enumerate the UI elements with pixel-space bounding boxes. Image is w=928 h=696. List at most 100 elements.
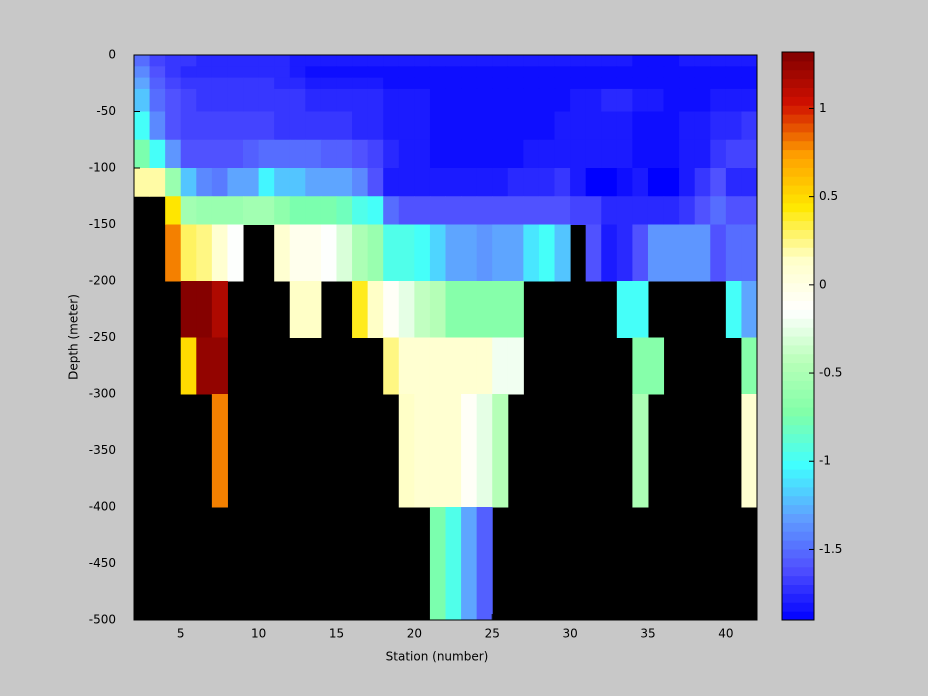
cell [445, 77, 462, 90]
cell [134, 139, 151, 169]
cell [134, 111, 151, 141]
cell [227, 66, 244, 79]
cell [492, 196, 509, 225]
cell [180, 88, 197, 112]
cell [180, 196, 197, 225]
cell [336, 139, 353, 169]
cell [741, 224, 758, 282]
y-tick-label: -500 [89, 613, 116, 627]
cell [601, 88, 618, 112]
cell [398, 88, 415, 112]
cell [352, 55, 369, 67]
cell [445, 55, 462, 67]
cell [492, 88, 509, 112]
cell [461, 88, 478, 112]
colorbar-segment [782, 522, 814, 532]
cell [336, 196, 353, 225]
cell [694, 196, 711, 225]
cell [398, 139, 415, 169]
cell [336, 55, 353, 67]
cell [196, 281, 213, 338]
cell [461, 281, 478, 338]
cell [632, 139, 649, 169]
cell [320, 55, 337, 67]
cell [725, 281, 742, 338]
cell [616, 139, 633, 169]
cell [398, 77, 415, 90]
cell [694, 168, 711, 197]
cell [289, 55, 306, 67]
cell [694, 88, 711, 112]
colorbar-segment [782, 158, 814, 168]
cell [476, 337, 493, 395]
cell [538, 196, 556, 225]
cell [429, 196, 446, 225]
colorbar-segment [782, 291, 814, 301]
colorbar-segment [782, 566, 814, 577]
cell [352, 77, 369, 90]
cell [211, 394, 228, 508]
cell [165, 55, 182, 67]
colorbar-segment [782, 611, 814, 621]
cell [476, 139, 493, 169]
colorbar-tick-label: -1 [819, 454, 831, 468]
cell [414, 111, 431, 141]
cell [507, 224, 524, 282]
cell [523, 88, 540, 112]
cell [616, 224, 633, 282]
cell [476, 224, 493, 282]
cell [227, 139, 244, 169]
colorbar-segment [782, 584, 814, 594]
colorbar-segment [782, 442, 814, 452]
cell [601, 224, 618, 282]
cell [476, 196, 493, 225]
cell [367, 224, 384, 282]
cell [538, 224, 556, 282]
colorbar-segment [782, 52, 814, 62]
cell [305, 77, 322, 90]
cell [134, 55, 151, 67]
cell [258, 168, 275, 197]
cell [211, 224, 228, 282]
cell [196, 88, 213, 112]
cell [398, 55, 415, 67]
cell [725, 55, 742, 67]
cell [616, 66, 633, 79]
cell [320, 77, 337, 90]
cell [632, 196, 649, 225]
cell [476, 66, 493, 79]
cell [414, 394, 431, 508]
y-tick-label: -300 [89, 387, 116, 401]
cell [429, 77, 446, 90]
cell [538, 88, 556, 112]
colorbar-segment [782, 407, 814, 417]
colorbar-segment [782, 60, 814, 71]
cell [679, 224, 696, 282]
colorbar-segment [782, 424, 814, 435]
cell [274, 66, 291, 79]
cell [647, 55, 665, 67]
cell [632, 337, 649, 395]
y-tick-label: -350 [89, 443, 116, 457]
cell [492, 55, 509, 67]
cell [367, 77, 384, 90]
cell [227, 55, 244, 67]
colorbar-segment [782, 176, 814, 186]
cell [429, 168, 446, 197]
colorbar-segment [782, 451, 814, 461]
colorbar-segment [782, 380, 814, 390]
cell [741, 394, 758, 508]
cell [679, 66, 696, 79]
colorbar-segment [782, 486, 814, 497]
colorbar-segment [782, 300, 814, 310]
cell [134, 168, 151, 197]
cell [476, 168, 493, 197]
cell [570, 88, 587, 112]
cell [492, 224, 509, 282]
cell [710, 139, 727, 169]
colorbar-segment [782, 344, 814, 355]
cell [663, 111, 680, 141]
colorbar-segment [782, 87, 814, 97]
x-tick-label: 15 [329, 627, 344, 641]
